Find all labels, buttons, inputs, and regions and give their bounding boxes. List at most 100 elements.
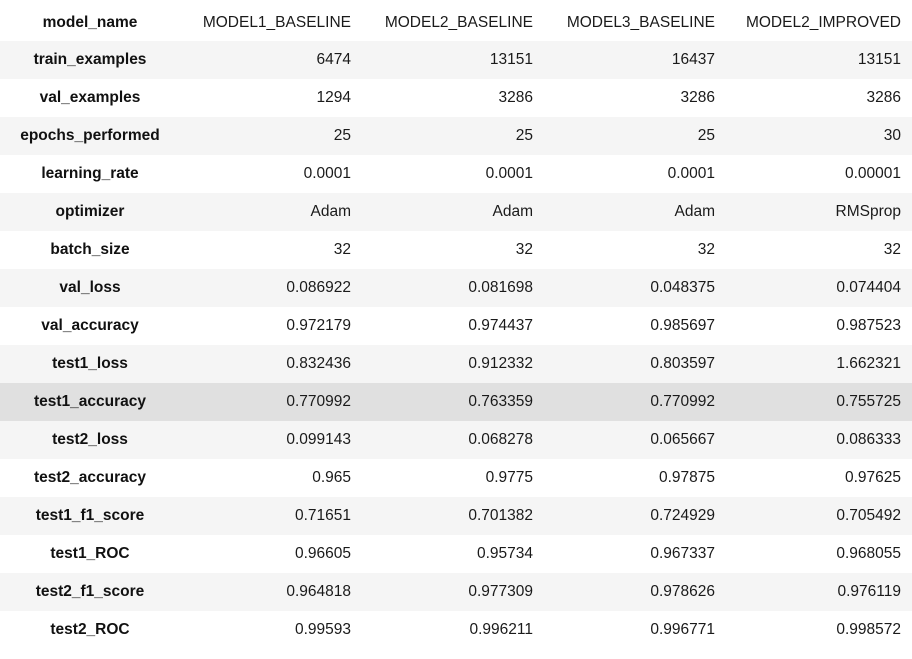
table-cell: 0.803597 bbox=[650, 355, 715, 372]
row-label: test2_ROC bbox=[50, 621, 130, 638]
table-body: train_examples 6474 13151 16437 13151 val_exa… bbox=[0, 41, 912, 649]
table-row: test1_ROC 0.96605 0.95734 0.967337 0.968055 bbox=[0, 535, 912, 573]
table-cell: 0.086922 bbox=[286, 279, 351, 296]
table-cell: 0.985697 bbox=[650, 317, 715, 334]
row-label: test1_accuracy bbox=[33, 393, 147, 410]
table-row: val_examples 1294 3286 3286 3286 bbox=[0, 79, 912, 117]
table-cell: Adam bbox=[492, 203, 534, 220]
table-cell: RMSprop bbox=[835, 203, 901, 220]
table-cell: 32 bbox=[333, 241, 351, 258]
table-cell: 0.0001 bbox=[303, 165, 351, 182]
row-label: test1_ROC bbox=[50, 545, 130, 562]
row-label: learning_rate bbox=[41, 165, 139, 182]
table-cell: 0.068278 bbox=[468, 431, 533, 448]
table-cell: 0.065667 bbox=[650, 431, 715, 448]
table-cell: 30 bbox=[883, 127, 901, 144]
table-cell: 25 bbox=[515, 127, 533, 144]
table-row: test1_accuracy 0.770992 0.763359 0.770992 0.… bbox=[0, 383, 912, 421]
row-label: test2_accuracy bbox=[33, 469, 147, 486]
table-cell: 0.978626 bbox=[650, 583, 715, 600]
row-label: test1_loss bbox=[52, 355, 128, 372]
table-cell: 0.996771 bbox=[650, 621, 715, 638]
table-cell: 0.71651 bbox=[294, 507, 351, 524]
table-cell: 32 bbox=[515, 241, 533, 258]
table-cell: 32 bbox=[697, 241, 715, 258]
table-cell: 0.0001 bbox=[667, 165, 715, 182]
table-row: epochs_performed 25 25 25 30 bbox=[0, 117, 912, 155]
row-label: batch_size bbox=[50, 241, 130, 258]
table-cell: Adam bbox=[674, 203, 716, 220]
table-cell: 0.97625 bbox=[844, 469, 901, 486]
table-cell: 13151 bbox=[857, 51, 901, 68]
table-cell: 1294 bbox=[316, 89, 351, 106]
table-cell: 0.755725 bbox=[836, 393, 901, 410]
table-row: learning_rate 0.0001 0.0001 0.0001 0.00001 bbox=[0, 155, 912, 193]
table-cell: 25 bbox=[697, 127, 715, 144]
row-label: test1_f1_score bbox=[35, 507, 145, 524]
table-cell: 3286 bbox=[866, 89, 901, 106]
row-label: test2_loss bbox=[52, 431, 128, 448]
table-cell: 0.912332 bbox=[468, 355, 533, 372]
table-cell: 0.996211 bbox=[469, 621, 534, 638]
table-cell: 0.96605 bbox=[294, 545, 351, 562]
table-cell: 0.770992 bbox=[650, 393, 715, 410]
table-cell: 0.081698 bbox=[468, 279, 533, 296]
table-cell: 0.95734 bbox=[476, 545, 533, 562]
column-header: MODEL3_BASELINE bbox=[566, 14, 715, 31]
table-cell: 3286 bbox=[680, 89, 715, 106]
row-label: val_accuracy bbox=[41, 317, 139, 334]
table-cell: 0.099143 bbox=[286, 431, 351, 448]
table-cell: 0.972179 bbox=[286, 317, 351, 334]
column-header: MODEL2_BASELINE bbox=[384, 14, 533, 31]
table-cell: 0.998572 bbox=[836, 621, 901, 638]
row-label: val_examples bbox=[39, 89, 141, 106]
table-cell: 0.9775 bbox=[485, 469, 533, 486]
header-row: model_name MODEL1_BASELINE MODEL2_BASELI… bbox=[0, 5, 912, 41]
column-header: MODEL2_IMPROVED bbox=[745, 14, 901, 31]
row-label: epochs_performed bbox=[20, 127, 160, 144]
table-cell: 0.705492 bbox=[836, 507, 901, 524]
table-row: test2_f1_score 0.964818 0.977309 0.978626 0.… bbox=[0, 573, 912, 611]
table-cell: 0.048375 bbox=[650, 279, 715, 296]
table-cell: 0.770992 bbox=[286, 393, 351, 410]
table-row: train_examples 6474 13151 16437 13151 bbox=[0, 41, 912, 79]
index-header: model_name bbox=[42, 14, 138, 31]
table-row: test2_ROC 0.99593 0.996211 0.996771 0.998572 bbox=[0, 611, 912, 649]
table-header: model_name MODEL1_BASELINE MODEL2_BASELI… bbox=[0, 5, 912, 41]
table-cell: 0.701382 bbox=[468, 507, 533, 524]
model-comparison-table: model_name MODEL1_BASELINE MODEL2_BASELI… bbox=[0, 5, 912, 649]
table-cell: 0.977309 bbox=[468, 583, 533, 600]
table-cell: 0.832436 bbox=[286, 355, 351, 372]
table-cell: 1.662321 bbox=[836, 355, 901, 372]
table-cell: 0.086333 bbox=[836, 431, 901, 448]
table-cell: 0.968055 bbox=[836, 545, 901, 562]
table-row: val_accuracy 0.972179 0.974437 0.985697 0.98… bbox=[0, 307, 912, 345]
table-row: test1_f1_score 0.71651 0.701382 0.724929 0.7… bbox=[0, 497, 912, 535]
row-label: test2_f1_score bbox=[35, 583, 145, 600]
table-cell: 0.965 bbox=[312, 469, 351, 486]
table-cell: 0.074404 bbox=[836, 279, 901, 296]
table-cell: 16437 bbox=[671, 51, 715, 68]
table-cell: 25 bbox=[333, 127, 351, 144]
table-cell: 32 bbox=[883, 241, 901, 258]
table-row: optimizer Adam Adam Adam RMSprop bbox=[0, 193, 912, 231]
row-label: val_loss bbox=[59, 279, 121, 296]
table-cell: 0.974437 bbox=[468, 317, 533, 334]
table-row: test1_loss 0.832436 0.912332 0.803597 1.6623… bbox=[0, 345, 912, 383]
table-row: val_loss 0.086922 0.081698 0.048375 0.074404 bbox=[0, 269, 912, 307]
table-cell: 6474 bbox=[316, 51, 351, 68]
row-label: optimizer bbox=[55, 203, 125, 220]
row-label: train_examples bbox=[33, 51, 147, 68]
table-row: test2_accuracy 0.965 0.9775 0.97875 0.97625 bbox=[0, 459, 912, 497]
table-row: batch_size 32 32 32 32 bbox=[0, 231, 912, 269]
table-cell: 0.724929 bbox=[650, 507, 715, 524]
table-cell: 0.976119 bbox=[837, 583, 902, 600]
table-cell: 0.00001 bbox=[844, 165, 901, 182]
table-cell: 0.97875 bbox=[658, 469, 715, 486]
table-cell: 3286 bbox=[498, 89, 533, 106]
table-cell: 13151 bbox=[489, 51, 533, 68]
table-cell: 0.967337 bbox=[650, 545, 715, 562]
table-cell: 0.0001 bbox=[485, 165, 533, 182]
table-cell: 0.987523 bbox=[836, 317, 901, 334]
table-row: test2_loss 0.099143 0.068278 0.065667 0.0863… bbox=[0, 421, 912, 459]
